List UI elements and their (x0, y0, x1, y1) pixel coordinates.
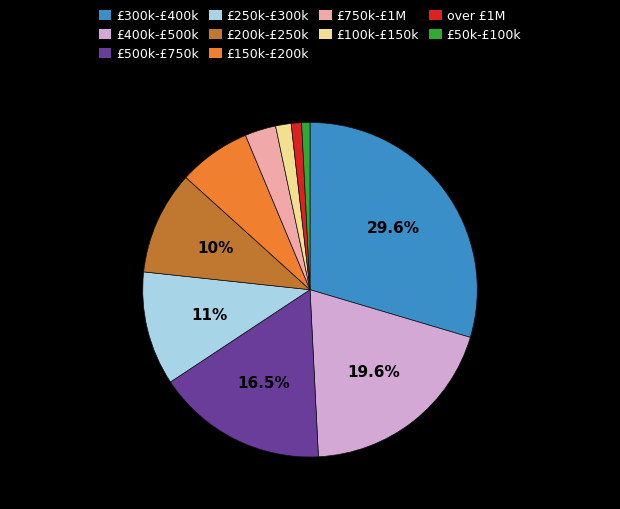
Text: 10%: 10% (197, 240, 234, 256)
Text: 19.6%: 19.6% (348, 364, 401, 379)
Wedge shape (310, 290, 471, 457)
Wedge shape (291, 123, 310, 290)
Wedge shape (143, 272, 310, 382)
Text: 16.5%: 16.5% (237, 375, 290, 390)
Wedge shape (170, 290, 319, 457)
Text: 11%: 11% (191, 307, 228, 322)
Legend: £300k-£400k, £400k-£500k, £500k-£750k, £250k-£300k, £200k-£250k, £150k-£200k, £7: £300k-£400k, £400k-£500k, £500k-£750k, £… (95, 6, 525, 65)
Wedge shape (186, 136, 310, 290)
Wedge shape (275, 124, 310, 290)
Text: 29.6%: 29.6% (366, 221, 420, 236)
Wedge shape (144, 178, 310, 290)
Wedge shape (310, 123, 477, 337)
Wedge shape (246, 127, 310, 290)
Wedge shape (301, 123, 310, 290)
